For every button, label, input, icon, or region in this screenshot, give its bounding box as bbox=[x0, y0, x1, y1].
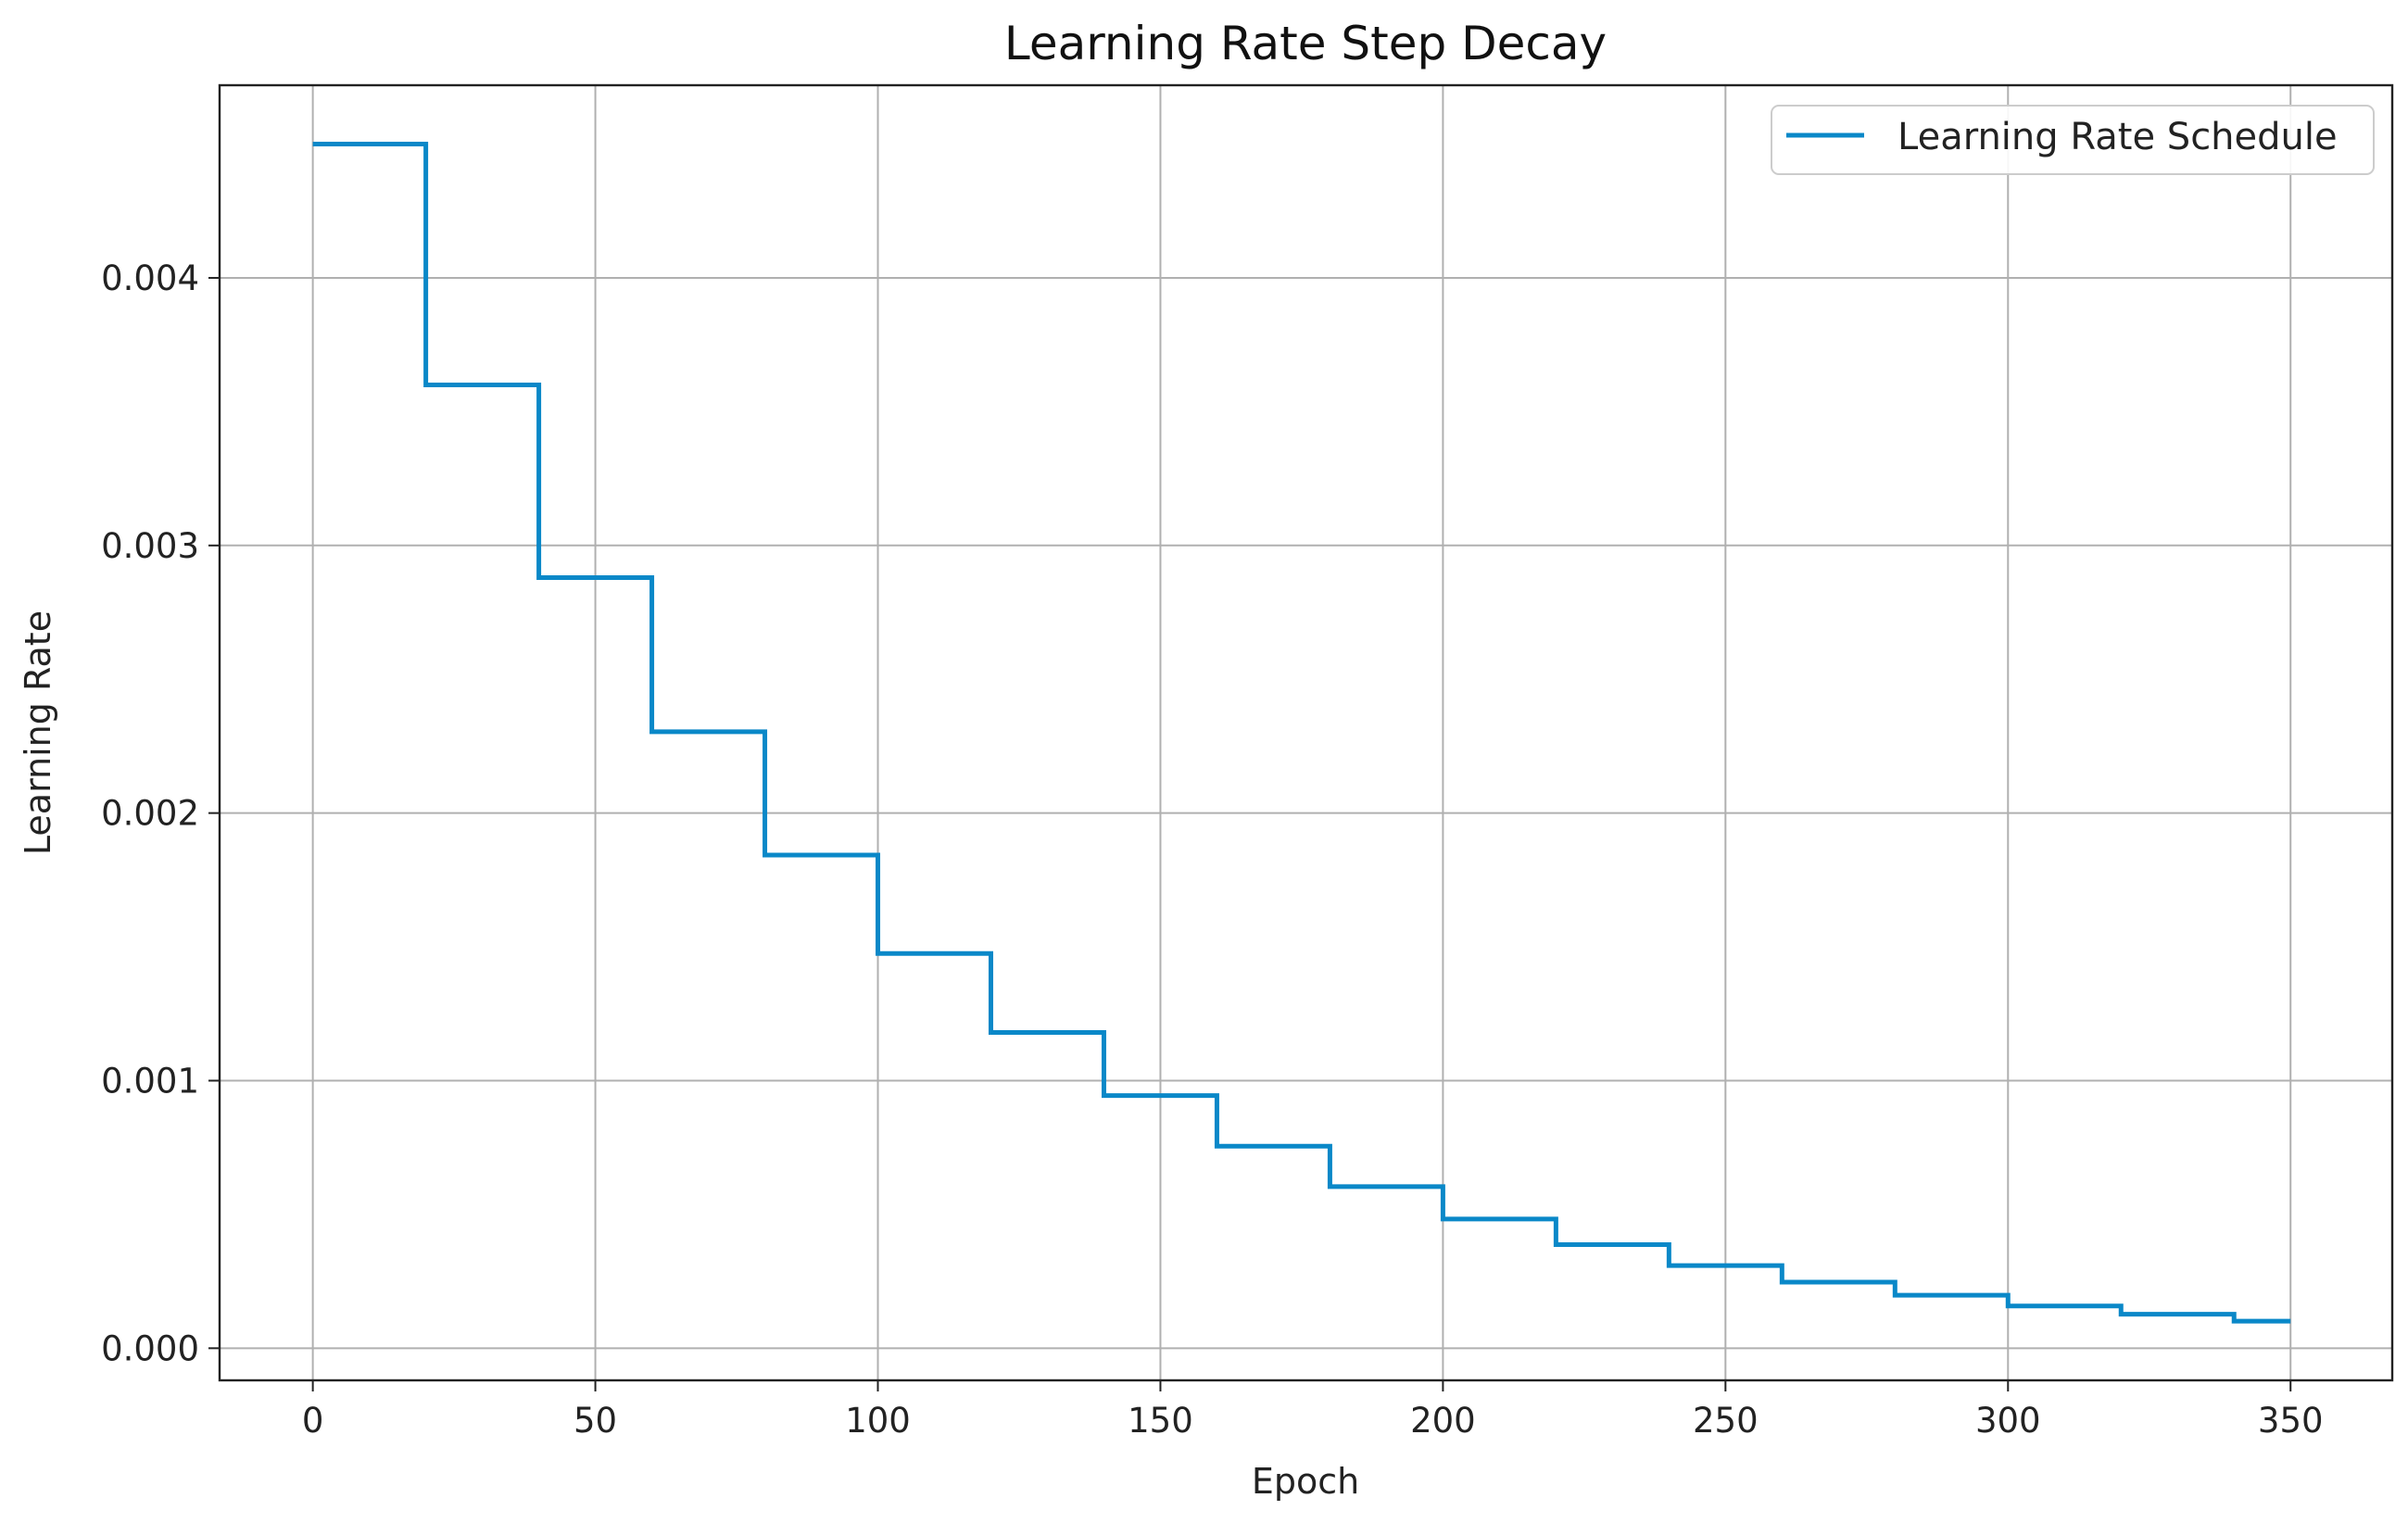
series-line-learning-rate-schedule bbox=[312, 142, 2291, 1324]
legend-box bbox=[1771, 105, 2375, 175]
x-tick-label: 350 bbox=[2258, 1401, 2324, 1441]
x-tick-label: 100 bbox=[845, 1401, 911, 1441]
x-tick-label: 300 bbox=[1975, 1401, 2041, 1441]
plot-area-frame bbox=[218, 83, 2394, 1382]
legend-label: Learning Rate Schedule bbox=[1897, 116, 2338, 158]
x-tick-label: 200 bbox=[1410, 1401, 1476, 1441]
x-axis-ticks: 0 50 100 150 200 250 300 350 bbox=[302, 1380, 2324, 1441]
y-tick-label: 0.001 bbox=[101, 1061, 199, 1101]
y-axis-ticks: 0.000 0.001 0.002 0.003 0.004 bbox=[101, 258, 220, 1368]
y-axis-label: Learning Rate bbox=[18, 610, 58, 855]
y-tick-label: 0.002 bbox=[101, 794, 199, 834]
y-tick-label: 0.004 bbox=[101, 258, 199, 298]
x-tick-label: 50 bbox=[574, 1401, 617, 1441]
grid bbox=[220, 85, 2392, 1380]
y-tick-label: 0.003 bbox=[101, 526, 199, 566]
x-axis-label: Epoch bbox=[1252, 1461, 1359, 1502]
series-layer bbox=[312, 142, 2291, 1324]
chart-title: Learning Rate Step Decay bbox=[1004, 17, 1607, 70]
x-tick-label: 0 bbox=[302, 1401, 324, 1441]
legend: Learning Rate Schedule bbox=[1771, 105, 2375, 175]
x-tick-label: 150 bbox=[1128, 1401, 1193, 1441]
y-tick-label: 0.000 bbox=[101, 1328, 199, 1368]
x-tick-label: 250 bbox=[1693, 1401, 1759, 1441]
